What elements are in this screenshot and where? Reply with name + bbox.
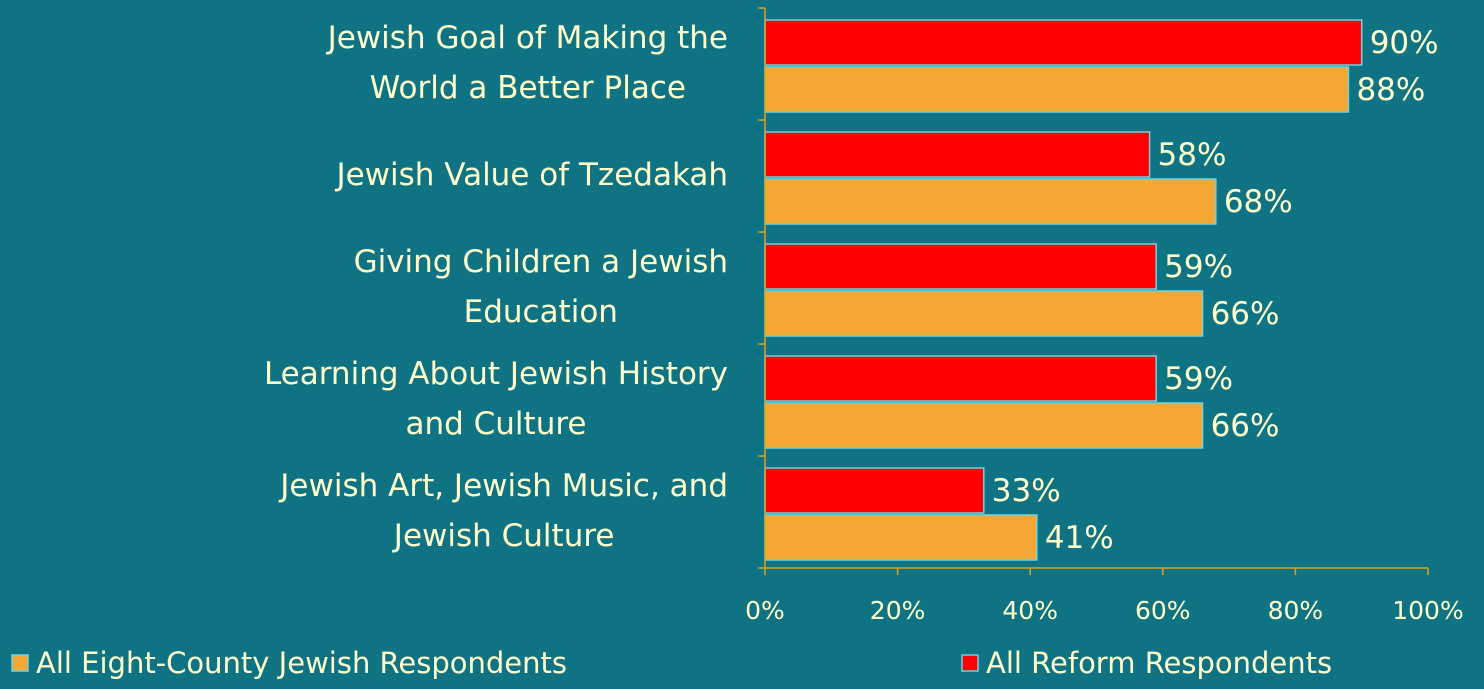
bar (764, 355, 1157, 402)
value-label: 66% (1211, 296, 1280, 332)
value-label: 66% (1211, 408, 1280, 444)
legend-swatch (961, 654, 979, 672)
value-label: 59% (1164, 361, 1233, 397)
legend-label: All Reform Respondents (986, 646, 1332, 680)
bar (764, 514, 1038, 561)
x-tick-label: 0% (745, 596, 785, 625)
bar (764, 131, 1151, 178)
x-tick-label: 100% (1392, 596, 1463, 625)
value-label: 58% (1158, 137, 1227, 173)
bar (764, 19, 1363, 66)
category-label: Learning About Jewish History and Culture (264, 356, 728, 442)
value-label: 68% (1224, 184, 1293, 220)
bar (764, 178, 1217, 225)
legend-swatch (11, 654, 29, 672)
category-label: Jewish Art, Jewish Music, and Jewish Cult… (278, 468, 728, 554)
bar (764, 66, 1350, 113)
value-label: 90% (1370, 25, 1439, 61)
legend-label: All Eight-County Jewish Respondents (36, 646, 567, 680)
value-label: 88% (1356, 72, 1425, 108)
value-label: 33% (992, 473, 1061, 509)
x-tick-label: 20% (870, 596, 926, 625)
bar (764, 243, 1157, 290)
value-label: 59% (1164, 249, 1233, 285)
value-label: 41% (1045, 520, 1114, 556)
x-tick-label: 80% (1268, 596, 1324, 625)
x-tick-label: 60% (1135, 596, 1191, 625)
bar (764, 467, 985, 514)
bar (764, 402, 1204, 449)
bar (764, 290, 1204, 337)
category-label: Giving Children a Jewish Education (354, 244, 728, 330)
x-tick-label: 40% (1002, 596, 1058, 625)
category-label: Jewish Value of Tzedakah (334, 157, 728, 193)
category-label: Jewish Goal of Making the World a Better … (326, 20, 728, 106)
